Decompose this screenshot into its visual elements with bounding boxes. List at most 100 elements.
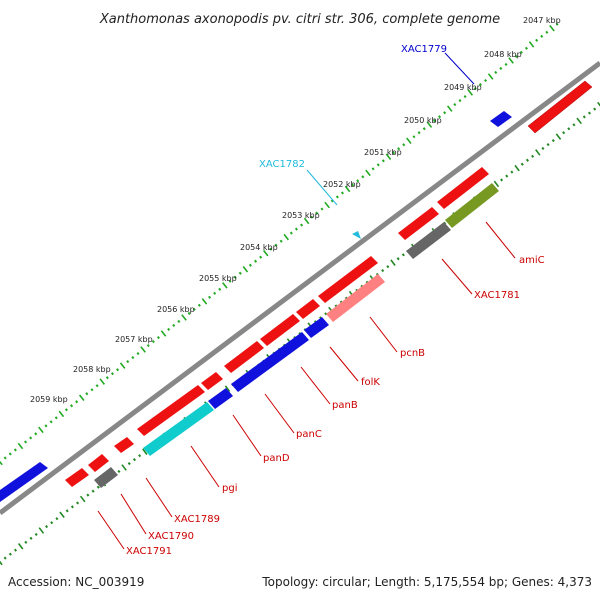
gene-label-panb[interactable]: panB [332,400,358,411]
gene-label-xac1791[interactable]: XAC1791 [126,546,172,557]
major-tick [446,105,453,112]
major-tick [201,298,208,305]
leader-line [441,258,473,295]
accession-text: Accession: NC_003919 [8,575,144,589]
major-tick [535,149,541,156]
gene-label-xac1779[interactable]: XAC1779 [401,44,447,55]
minor-tick [504,62,508,66]
minor-tick [289,231,293,235]
minor-tick [117,469,121,474]
minor-tick [49,420,53,424]
gene-label-folk[interactable]: folK [361,377,380,388]
minor-tick [335,195,339,199]
gene-arrow[interactable] [208,388,233,409]
minor-tick [525,158,529,162]
gene-arrow[interactable] [65,468,89,487]
gene-arrow[interactable] [0,462,48,502]
major-tick [142,448,148,455]
minor-tick [443,111,447,115]
minor-tick [138,454,142,458]
gene-label-panc[interactable]: panC [296,429,322,440]
leader-line [369,316,398,353]
minor-tick [50,521,54,525]
minor-tick [310,215,314,219]
leader-line [97,510,125,550]
gene-label-xac1782[interactable]: XAC1782 [259,159,305,170]
gene-arrow[interactable] [445,183,499,228]
gene-label-xac1781[interactable]: XAC1781 [474,290,520,301]
leader-lines [97,52,516,550]
major-tick [79,495,86,503]
major-tick [555,133,562,140]
gene-arrow[interactable] [318,256,378,303]
major-tick [38,527,45,534]
gene-arrow[interactable] [437,167,489,209]
gene-label-pgi[interactable]: pgi [222,483,237,494]
gene-label-xac1789[interactable]: XAC1789 [174,514,220,525]
minor-tick [412,135,416,139]
minor-tick [397,147,401,151]
major-tick [467,89,474,96]
minor-tick [13,548,18,552]
minor-tick [213,291,217,295]
minor-tick [13,448,17,452]
minor-tick [438,115,442,119]
gene-arrow[interactable] [398,207,439,240]
minor-tick [463,95,467,99]
major-tick [303,217,310,225]
major-tick [140,346,146,353]
leader-line [120,493,147,535]
gene-arrow[interactable] [326,274,385,322]
minor-tick [499,66,503,71]
minor-tick [70,505,74,509]
minor-tick [259,255,263,259]
gene-arrow[interactable] [260,314,300,346]
gene-arrow[interactable] [296,299,320,319]
scale-track [0,22,559,466]
gene-arrow[interactable] [88,454,109,472]
gene-arrow[interactable] [201,372,223,390]
minor-tick [386,265,390,269]
minor-tick [453,102,457,107]
minor-tick [473,86,477,91]
gene-arrow-small[interactable] [352,231,361,239]
gene-label-xac1790[interactable]: XAC1790 [148,531,194,542]
minor-tick [524,46,528,50]
minor-tick [167,327,171,332]
major-tick [365,169,371,177]
minor-tick [238,271,242,275]
gene-arrow[interactable] [527,80,593,134]
leader-line [145,477,173,518]
map-title: Xanthomonas axonopodis pv. citri str. 30… [99,12,500,27]
scale-label-2050: 2050 kbp [404,116,442,125]
minor-tick [402,143,406,147]
minor-tick [510,170,514,174]
gene-label-pcnb[interactable]: pcnB [400,348,425,359]
gene-arrow[interactable] [231,332,309,392]
minor-tick [381,159,385,163]
minor-tick [417,131,421,135]
gene-arrow[interactable] [114,437,134,453]
gene-arrow[interactable] [137,385,205,436]
minor-tick [70,404,74,408]
minor-tick [582,115,586,119]
minor-tick [294,227,298,231]
major-tick [549,25,555,32]
major-tick [493,180,500,188]
minor-tick [8,452,12,456]
gene-label-pand[interactable]: panD [263,453,290,464]
gene-arrow[interactable] [406,222,451,259]
minor-tick [197,303,201,307]
gene-arrow[interactable] [143,402,214,456]
gene-arrow[interactable] [304,317,329,338]
minor-tick [535,38,539,42]
major-tick [426,121,433,128]
major-tick [17,543,24,550]
minor-tick [55,517,59,521]
gene-arrow[interactable] [490,111,512,127]
gene-label-amic[interactable]: amiC [519,255,545,266]
minor-tick [95,384,99,388]
gene-arrow[interactable] [94,467,118,488]
minor-tick [91,489,95,493]
gene-arrow[interactable] [224,341,264,373]
